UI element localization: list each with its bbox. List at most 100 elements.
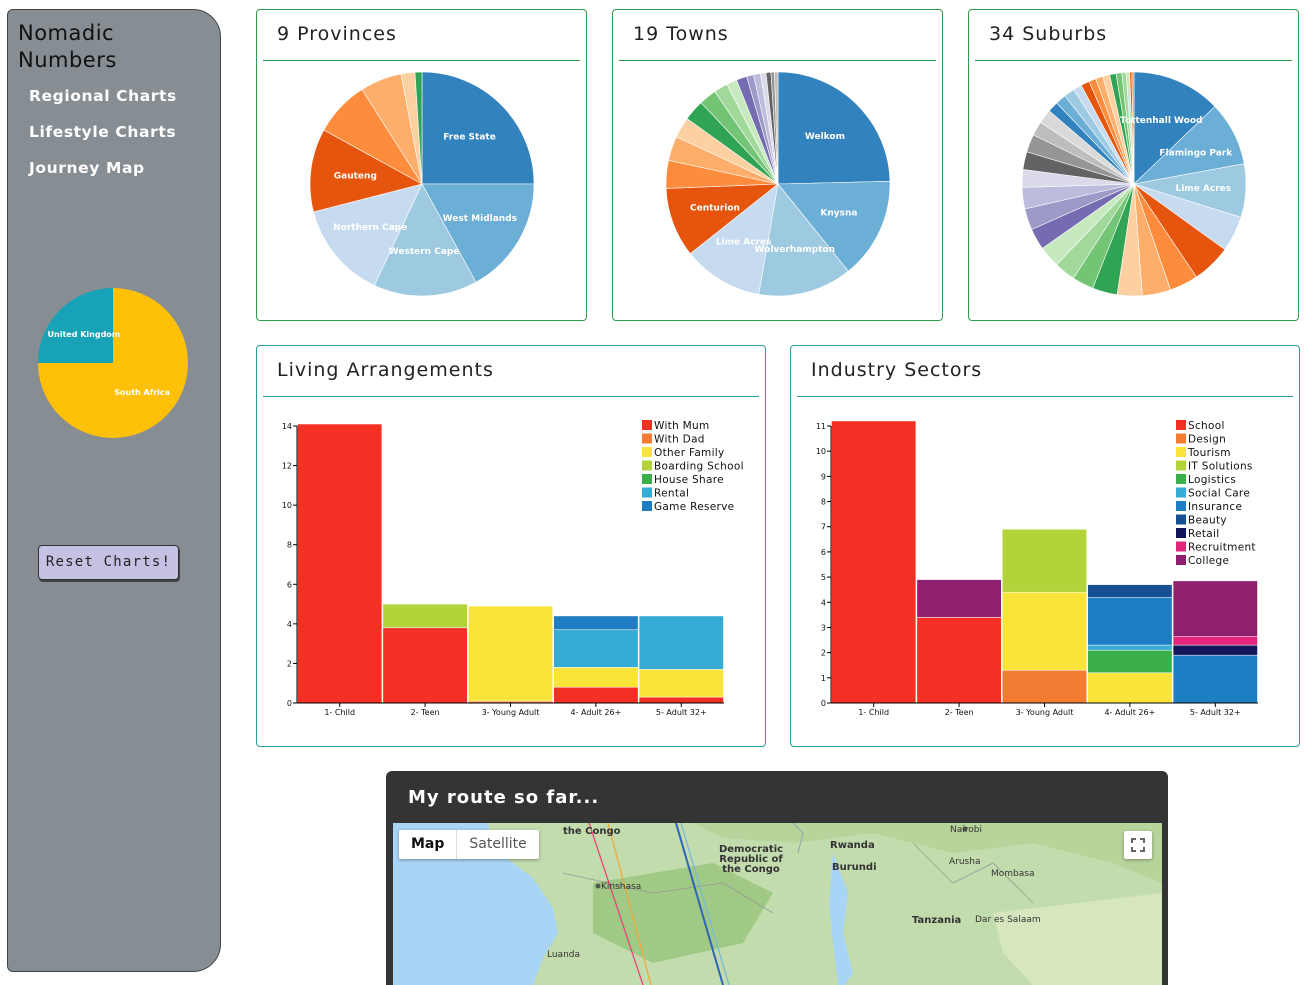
y-tick-label: 9 (821, 472, 826, 481)
bar-segment[interactable] (553, 686, 639, 704)
pie-slice[interactable] (313, 183, 423, 286)
bar-segment[interactable] (382, 603, 468, 629)
route-map[interactable]: the Congo Democratic Republic of the Con… (393, 823, 1162, 985)
bar-segment[interactable] (297, 423, 383, 704)
living-arrangements-chart[interactable]: 1- Child 2- Teen 3- Young Adult 4- Adult 26… (257, 346, 767, 748)
map-type-map-button[interactable]: Map (411, 836, 445, 852)
bar-segment[interactable] (1087, 672, 1173, 704)
bar-segment[interactable] (468, 605, 553, 702)
legend-swatch (1176, 541, 1186, 552)
nav-lifestyle-charts[interactable]: Lifestyle Charts (29, 123, 177, 141)
x-tick-label: 5- Adult 32+ (656, 708, 707, 717)
bar-segment[interactable] (1087, 649, 1173, 674)
pie-slice[interactable] (309, 129, 423, 213)
legend-swatch (642, 433, 652, 444)
y-tick-label: 2 (821, 649, 826, 658)
pie-label: Knysna (820, 208, 857, 218)
legend-swatch (642, 487, 652, 498)
bar-segment[interactable] (1172, 654, 1258, 704)
fullscreen-icon (1131, 838, 1145, 852)
map-label-dar-es-salaam: Dar es Salaam (975, 915, 1041, 925)
map-label-kinshasa: Kinshasa (601, 882, 642, 892)
bar-segment[interactable] (553, 615, 639, 631)
x-tick-label: 4- Adult 26+ (1105, 708, 1156, 717)
legend-swatch (1176, 514, 1186, 525)
bar-segment[interactable] (638, 615, 724, 670)
pie-label: Northern Cape (333, 223, 407, 233)
fullscreen-button[interactable] (1124, 831, 1152, 859)
nav-journey-map[interactable]: Journey Map (29, 159, 145, 177)
y-tick-label: 0 (287, 699, 292, 708)
pie-slice[interactable] (689, 183, 779, 295)
legend-label: Logistics (1188, 474, 1236, 486)
pie-slice[interactable] (373, 183, 477, 297)
bar-segment[interactable] (638, 696, 724, 704)
country-pie-chart[interactable]: South Africa United Kingdom (36, 286, 190, 440)
pie-slice[interactable] (665, 183, 779, 255)
pie-slice[interactable] (774, 71, 779, 185)
living-arrangements-divider (263, 396, 759, 397)
legend-swatch (642, 474, 652, 484)
y-tick-label: 5 (821, 573, 826, 582)
y-tick-label: 4 (287, 620, 292, 629)
pie-label: Free State (443, 132, 496, 142)
bar-segment[interactable] (1087, 596, 1173, 646)
bar-segment[interactable] (916, 579, 1002, 618)
y-tick-label: 4 (821, 598, 826, 607)
legend-swatch (642, 460, 652, 471)
pie-slice[interactable] (38, 288, 113, 363)
y-tick-label: 3 (821, 623, 826, 632)
pie-slice[interactable] (758, 183, 849, 297)
bar-segment[interactable] (1172, 580, 1258, 637)
y-tick-label: 8 (821, 498, 826, 507)
legend-swatch (1176, 487, 1186, 498)
suburbs-title: 34 Suburbs (989, 23, 1108, 45)
pie-slice[interactable] (777, 71, 891, 185)
bar-segment[interactable] (1002, 670, 1087, 704)
bar-segment[interactable] (638, 669, 724, 698)
legend-label: Design (1188, 434, 1226, 446)
x-tick-label: 1- Child (858, 708, 889, 717)
bar-segment[interactable] (1172, 644, 1258, 656)
nav-regional-charts[interactable]: Regional Charts (29, 87, 177, 105)
legend-swatch (1176, 420, 1186, 430)
pie-slice[interactable] (777, 181, 891, 272)
bar-segment[interactable] (553, 629, 639, 668)
map-label-mombasa: Mombasa (991, 869, 1035, 879)
y-tick-label: 7 (821, 523, 826, 532)
bar-segment[interactable] (553, 667, 639, 688)
industry-sectors-chart[interactable]: 1- Child 2- Teen 3- Young Adult 4- Adult 26… (791, 346, 1301, 748)
x-tick-label: 3- Young Adult (1016, 708, 1074, 717)
pie-label: Gauteng (334, 172, 377, 182)
pie-slice[interactable] (414, 71, 423, 185)
reset-charts-button[interactable]: Reset Charts! (38, 545, 179, 580)
industry-sectors-title: Industry Sectors (811, 359, 983, 381)
x-tick-label: 3- Young Adult (482, 708, 540, 717)
provinces-title: 9 Provinces (277, 23, 397, 45)
pie-slice[interactable] (421, 183, 535, 283)
bar-segment[interactable] (1087, 644, 1173, 651)
legend-label: Insurance (1188, 501, 1242, 513)
map-type-satellite-button[interactable]: Satellite (456, 830, 538, 859)
bar-segment[interactable] (916, 617, 1002, 704)
provinces-pie-chart[interactable]: Free State West Midlands Western Cape North… (257, 10, 588, 322)
bar-segment[interactable] (1002, 591, 1087, 671)
bar-segment[interactable] (1002, 528, 1087, 593)
bar-segment[interactable] (382, 627, 468, 704)
legend-swatch (1176, 433, 1186, 444)
pie-slice[interactable] (421, 71, 535, 185)
pie-slice[interactable] (1131, 71, 1135, 185)
legend-swatch (1176, 528, 1186, 538)
bar-segment[interactable] (1172, 636, 1258, 646)
map-terrain (393, 823, 1162, 985)
legend-swatch (1176, 474, 1186, 484)
bar-segment[interactable] (1087, 584, 1173, 598)
x-tick-label: 2- Teen (945, 708, 974, 717)
map-type-control: Map Satellite (399, 830, 539, 859)
bar-segment[interactable] (831, 420, 917, 704)
suburbs-pie-chart[interactable]: Tottenhall Wood Flamingo Park Lime Acres (969, 10, 1300, 322)
provinces-divider (263, 60, 580, 61)
y-tick-label: 2 (287, 659, 292, 668)
pie-slice[interactable] (1133, 71, 1216, 185)
